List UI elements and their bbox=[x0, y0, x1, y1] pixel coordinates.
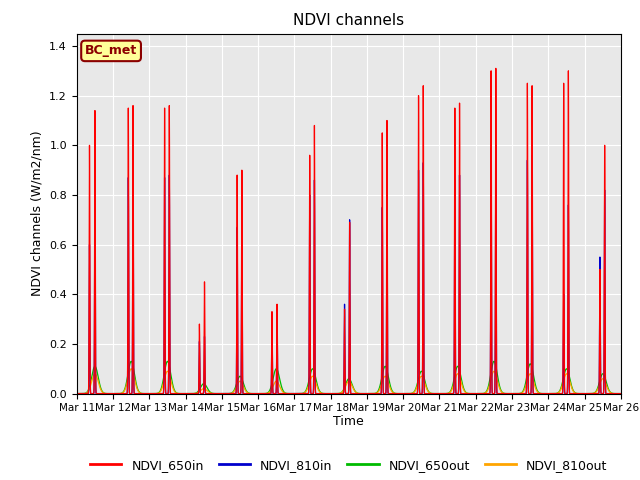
NDVI_810in bbox=[548, 391, 556, 396]
NDVI_810in bbox=[73, 391, 81, 396]
NDVI_810out bbox=[168, 379, 175, 385]
NDVI_650out bbox=[607, 389, 614, 395]
NDVI_810in bbox=[282, 391, 289, 396]
Legend: NDVI_650in, NDVI_810in, NDVI_650out, NDVI_810out: NDVI_650in, NDVI_810in, NDVI_650out, NDV… bbox=[85, 454, 612, 477]
NDVI_810out bbox=[617, 391, 625, 396]
NDVI_810in bbox=[607, 391, 614, 396]
NDVI_810out bbox=[218, 391, 225, 396]
NDVI_650in bbox=[607, 391, 614, 396]
Line: NDVI_650out: NDVI_650out bbox=[77, 361, 621, 394]
NDVI_810out bbox=[607, 390, 614, 396]
NDVI_810in bbox=[305, 374, 313, 380]
NDVI_810in bbox=[167, 391, 175, 396]
NDVI_650out bbox=[305, 376, 313, 382]
NDVI_650in bbox=[73, 391, 81, 396]
Line: NDVI_810in: NDVI_810in bbox=[77, 145, 621, 394]
NDVI_650in bbox=[617, 391, 625, 396]
NDVI_650out bbox=[617, 391, 625, 396]
NDVI_650out bbox=[127, 359, 135, 364]
Y-axis label: NDVI channels (W/m2/nm): NDVI channels (W/m2/nm) bbox=[31, 131, 44, 297]
NDVI_650out bbox=[548, 391, 556, 396]
NDVI_650in bbox=[135, 391, 143, 396]
NDVI_650out bbox=[168, 374, 175, 380]
Line: NDVI_650in: NDVI_650in bbox=[77, 68, 621, 394]
Line: NDVI_810out: NDVI_810out bbox=[77, 369, 621, 394]
NDVI_650in bbox=[282, 391, 289, 396]
NDVI_810in bbox=[492, 143, 500, 148]
NDVI_810out bbox=[127, 366, 135, 372]
NDVI_650out bbox=[135, 389, 143, 395]
NDVI_810in bbox=[135, 391, 143, 396]
NDVI_810out bbox=[305, 380, 313, 386]
NDVI_810out bbox=[73, 391, 81, 396]
NDVI_810out bbox=[548, 391, 556, 396]
NDVI_650out bbox=[73, 391, 81, 396]
NDVI_810out bbox=[135, 389, 143, 395]
NDVI_650in bbox=[492, 65, 500, 71]
NDVI_650in bbox=[305, 371, 313, 376]
NDVI_810out bbox=[282, 391, 290, 396]
NDVI_810in bbox=[617, 391, 625, 396]
NDVI_650out bbox=[218, 391, 225, 396]
X-axis label: Time: Time bbox=[333, 415, 364, 428]
Text: BC_met: BC_met bbox=[85, 44, 137, 58]
Title: NDVI channels: NDVI channels bbox=[293, 13, 404, 28]
NDVI_650in bbox=[548, 391, 556, 396]
NDVI_650in bbox=[167, 391, 175, 396]
NDVI_650out bbox=[282, 390, 290, 396]
